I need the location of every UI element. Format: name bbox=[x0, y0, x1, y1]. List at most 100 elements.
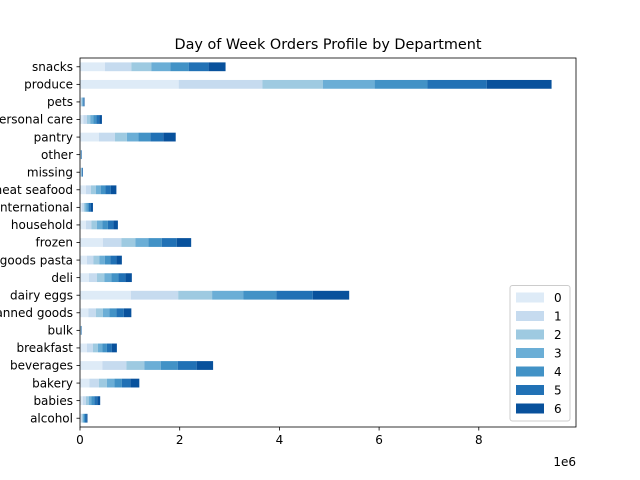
y-tick-label: bakery bbox=[32, 376, 73, 390]
bar-bakery-day-2 bbox=[98, 378, 107, 388]
bar-pets-day-5 bbox=[83, 97, 84, 107]
bar-snacks-day-0 bbox=[80, 62, 105, 72]
bar-alcohol-day-6 bbox=[86, 413, 88, 423]
bar-personal-care-day-5 bbox=[96, 115, 100, 124]
bar-produce-day-4 bbox=[374, 79, 428, 89]
y-tick-label: beverages bbox=[10, 359, 73, 373]
y-tick-label: alcohol bbox=[30, 411, 73, 425]
bar-pantry-day-3 bbox=[126, 132, 139, 142]
bar-breakfast-day-1 bbox=[86, 343, 93, 353]
bar-dry-goods-pasta-day-3 bbox=[99, 255, 105, 265]
bar-babies-day-0 bbox=[80, 396, 83, 406]
bar-pets-day-4 bbox=[82, 97, 84, 107]
legend-swatch-0 bbox=[516, 292, 544, 303]
y-tick-label: international bbox=[0, 201, 73, 215]
bar-personal-care-day-3 bbox=[90, 115, 94, 124]
bar-beverages-day-1 bbox=[102, 361, 127, 370]
bar-alcohol-day-0 bbox=[80, 413, 81, 423]
bar-meat-seafood-day-6 bbox=[110, 185, 117, 195]
bar-canned-goods-day-4 bbox=[109, 308, 117, 318]
bar-dry-goods-pasta-day-1 bbox=[86, 255, 94, 265]
x-tick-label: 4 bbox=[276, 433, 284, 447]
y-tick-label: dry goods pasta bbox=[0, 253, 73, 267]
bar-produce-day-1 bbox=[178, 79, 263, 89]
bar-babies-day-3 bbox=[88, 396, 92, 406]
bar-household-day-5 bbox=[107, 220, 114, 230]
bar-beverages-day-6 bbox=[196, 361, 214, 370]
bar-frozen-day-4 bbox=[148, 238, 162, 247]
y-tick-label: snacks bbox=[32, 60, 73, 74]
y-tick-label: personal care bbox=[0, 113, 73, 127]
bar-personal-care-day-6 bbox=[99, 115, 102, 124]
bar-produce-day-5 bbox=[427, 79, 487, 89]
bar-frozen-day-0 bbox=[80, 238, 103, 247]
bar-canned-goods-day-1 bbox=[88, 308, 96, 318]
bar-dairy-eggs-day-2 bbox=[178, 290, 213, 300]
bar-missing-day-1 bbox=[80, 167, 81, 177]
bar-pets-day-2 bbox=[81, 97, 83, 107]
bar-meat-seafood-day-1 bbox=[85, 185, 91, 195]
bar-alcohol-day-1 bbox=[81, 413, 82, 423]
bar-bakery-day-4 bbox=[114, 378, 122, 388]
x-tick-label: 8 bbox=[475, 433, 483, 447]
y-tick-label: pets bbox=[47, 95, 73, 109]
bar-beverages-day-2 bbox=[126, 361, 145, 370]
bar-deli-day-2 bbox=[96, 273, 105, 283]
bar-snacks-day-2 bbox=[131, 62, 152, 72]
x-tick-label: 2 bbox=[176, 433, 184, 447]
bar-personal-care-day-0 bbox=[80, 115, 84, 124]
bar-international-day-6 bbox=[90, 202, 93, 212]
bar-produce-day-0 bbox=[80, 79, 179, 89]
legend-swatch-4 bbox=[516, 366, 544, 377]
bar-produce-day-2 bbox=[262, 79, 323, 89]
bar-frozen-day-5 bbox=[161, 238, 177, 247]
bar-bakery-day-1 bbox=[89, 378, 99, 388]
bar-canned-goods-day-0 bbox=[80, 308, 89, 318]
legend-label-0: 0 bbox=[554, 291, 562, 305]
bar-meat-seafood-day-2 bbox=[90, 185, 96, 195]
bar-breakfast-day-3 bbox=[97, 343, 103, 353]
bar-deli-day-4 bbox=[111, 273, 119, 283]
bar-babies-day-6 bbox=[97, 396, 101, 406]
bar-beverages-day-0 bbox=[80, 361, 103, 370]
bar-snacks-day-6 bbox=[208, 62, 226, 72]
bar-deli-day-1 bbox=[88, 273, 97, 283]
legend-swatch-6 bbox=[516, 403, 544, 414]
bar-beverages-day-3 bbox=[144, 361, 161, 370]
bar-international-day-4 bbox=[87, 202, 89, 212]
legend-label-2: 2 bbox=[554, 328, 562, 342]
y-tick-label: babies bbox=[33, 394, 73, 408]
y-tick-label: breakfast bbox=[16, 341, 73, 355]
bar-dairy-eggs-day-0 bbox=[80, 290, 131, 300]
bar-canned-goods-day-2 bbox=[95, 308, 103, 318]
bar-dry-goods-pasta-day-6 bbox=[116, 255, 122, 265]
bar-household-day-6 bbox=[113, 220, 118, 230]
bar-snacks-day-5 bbox=[188, 62, 209, 72]
bar-personal-care-day-1 bbox=[83, 115, 87, 124]
y-tick-label: household bbox=[11, 218, 73, 232]
bar-breakfast-day-6 bbox=[111, 343, 117, 353]
bar-personal-care-day-2 bbox=[86, 115, 91, 124]
bar-meat-seafood-day-3 bbox=[95, 185, 101, 195]
bar-alcohol-day-5 bbox=[84, 413, 87, 423]
bar-alcohol-day-4 bbox=[83, 413, 85, 423]
bar-pantry-day-0 bbox=[80, 132, 99, 142]
bar-pets-day-1 bbox=[80, 97, 82, 107]
bar-dry-goods-pasta-day-4 bbox=[104, 255, 111, 265]
bar-beverages-day-5 bbox=[177, 361, 197, 370]
bar-bakery-day-0 bbox=[80, 378, 90, 388]
bar-frozen-day-3 bbox=[135, 238, 149, 247]
legend-label-4: 4 bbox=[554, 365, 562, 379]
bar-breakfast-day-5 bbox=[106, 343, 112, 353]
y-tick-label: missing bbox=[27, 165, 73, 179]
legend-label-3: 3 bbox=[554, 347, 562, 361]
bar-produce-day-3 bbox=[322, 79, 375, 89]
bar-international-day-1 bbox=[81, 202, 84, 212]
bar-bakery-day-3 bbox=[106, 378, 115, 388]
bar-dairy-eggs-day-4 bbox=[243, 290, 277, 300]
bar-deli-day-5 bbox=[118, 273, 126, 283]
bar-babies-day-2 bbox=[85, 396, 89, 406]
bar-deli-day-6 bbox=[125, 273, 132, 283]
bar-snacks-day-1 bbox=[104, 62, 132, 72]
bar-international-day-2 bbox=[83, 202, 86, 212]
